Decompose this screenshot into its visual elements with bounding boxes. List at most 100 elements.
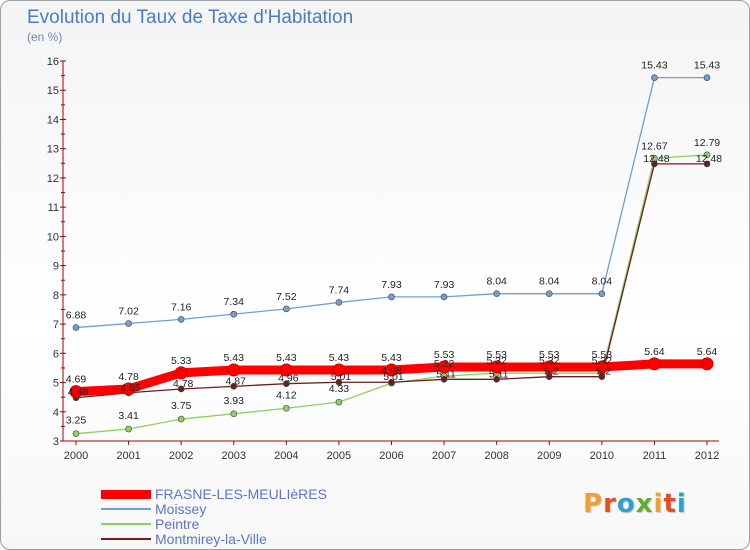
data-label-2: 5.32 — [592, 355, 613, 367]
x-tick-label: 2003 — [222, 450, 246, 462]
y-tick-label: 6 — [53, 348, 59, 360]
data-label-0: 5.53 — [539, 349, 560, 361]
data-label-3: 4.87 — [226, 375, 247, 387]
legend-swatch — [101, 508, 151, 510]
data-label-3: 5.2 — [597, 366, 612, 378]
y-tick-label: 9 — [53, 261, 59, 273]
data-point-3 — [440, 376, 448, 383]
data-label-3: 4.78 — [173, 378, 194, 390]
logo-letter: r — [603, 489, 617, 519]
logo-letter: i — [653, 489, 664, 519]
data-label-3: 5.11 — [436, 368, 456, 380]
data-label-1: 8.04 — [486, 276, 507, 288]
data-label-2: 12.79 — [694, 137, 720, 149]
legend-label: FRASNE-LES-MEULIèRES — [155, 486, 327, 502]
x-tick-label: 2011 — [643, 450, 667, 462]
logo-letter: t — [663, 489, 677, 519]
data-label-3: 4.48 — [68, 387, 89, 399]
legend-swatch — [101, 523, 151, 525]
data-label-3: 4.96 — [278, 373, 299, 385]
legend-swatch — [101, 538, 151, 540]
legend-label: Peintre — [155, 516, 200, 532]
data-label-1: 15.43 — [641, 60, 667, 72]
data-label-0: 5.33 — [171, 355, 192, 367]
data-label-1: 8.04 — [539, 276, 560, 288]
y-tick-label: 12 — [47, 173, 59, 185]
data-label-2: 3.75 — [171, 400, 192, 412]
data-point-0 — [279, 363, 293, 377]
data-point-3 — [283, 380, 290, 388]
data-label-1: 8.04 — [592, 276, 613, 288]
x-tick-label: 2007 — [432, 450, 456, 462]
data-point-0 — [332, 363, 346, 377]
data-label-0: 5.43 — [276, 352, 297, 364]
x-tick-label: 2000 — [64, 450, 88, 462]
data-point-0 — [542, 360, 556, 374]
legend-label: Moissey — [155, 501, 207, 517]
data-point-0 — [490, 360, 504, 374]
data-point-1 — [283, 305, 290, 313]
data-label-1: 7.93 — [434, 279, 455, 291]
data-point-1 — [440, 293, 448, 301]
data-label-0: 4.78 — [118, 371, 139, 383]
data-label-1: 7.34 — [224, 296, 245, 308]
data-point-1 — [230, 310, 238, 318]
data-point-1 — [177, 316, 185, 323]
data-point-1 — [651, 74, 658, 81]
data-point-2 — [230, 410, 238, 418]
data-point-3 — [703, 160, 711, 168]
data-point-0 — [595, 360, 609, 374]
data-label-0: 5.64 — [644, 346, 665, 358]
x-tick-label: 2009 — [537, 450, 561, 462]
data-label-0: 5.53 — [592, 349, 613, 361]
data-point-0 — [385, 363, 398, 377]
data-point-0 — [700, 357, 714, 371]
data-label-3: 4.65 — [120, 382, 141, 394]
data-point-3 — [493, 376, 500, 383]
data-label-1: 7.52 — [276, 291, 297, 303]
x-tick-label: 2002 — [169, 450, 193, 462]
data-point-2 — [177, 415, 185, 423]
y-tick-label: 13 — [47, 144, 59, 156]
data-label-0: 5.43 — [329, 352, 350, 364]
data-label-3: 12.48 — [643, 153, 669, 165]
x-tick-label: 2008 — [484, 450, 508, 462]
x-tick-label: 2012 — [695, 450, 719, 462]
data-label-2: 3.93 — [224, 395, 245, 407]
data-point-1 — [598, 290, 606, 297]
data-point-1 — [703, 74, 711, 81]
y-tick-label: 3 — [53, 436, 59, 448]
data-label-0: 5.64 — [697, 346, 718, 358]
x-tick-label: 2004 — [274, 450, 298, 462]
data-point-3 — [598, 373, 606, 380]
data-label-3: 5.11 — [489, 368, 509, 380]
data-label-0: 5.43 — [224, 352, 245, 364]
data-label-2: 5.32 — [486, 355, 507, 367]
data-point-1 — [388, 293, 395, 301]
data-point-3 — [545, 373, 553, 380]
x-tick-label: 2005 — [327, 450, 351, 462]
data-point-0 — [69, 385, 83, 399]
data-label-0: 5.53 — [434, 349, 455, 361]
data-point-1 — [125, 320, 132, 327]
data-label-1: 7.16 — [171, 301, 192, 313]
y-tick-label: 15 — [47, 85, 59, 97]
data-label-0: 4.69 — [66, 374, 87, 386]
x-tick-label: 2006 — [379, 450, 403, 462]
legend-label: Montmirey-la-Ville — [155, 531, 267, 547]
data-point-2 — [125, 425, 132, 433]
data-label-1: 7.74 — [329, 284, 350, 296]
logo-letter: i — [676, 489, 687, 519]
data-point-3 — [230, 383, 238, 390]
y-axis-unit-label: (en %) — [27, 30, 63, 44]
y-tick-label: 4 — [53, 407, 59, 419]
data-label-2: 3.25 — [66, 415, 87, 427]
data-point-1 — [335, 299, 343, 306]
legend-swatch — [101, 489, 151, 499]
data-point-3 — [177, 385, 185, 393]
data-label-2: 3.41 — [118, 410, 139, 422]
data-label-2: 12.67 — [641, 140, 667, 152]
data-label-1: 7.02 — [118, 305, 139, 317]
data-label-2: 4.12 — [276, 389, 297, 401]
